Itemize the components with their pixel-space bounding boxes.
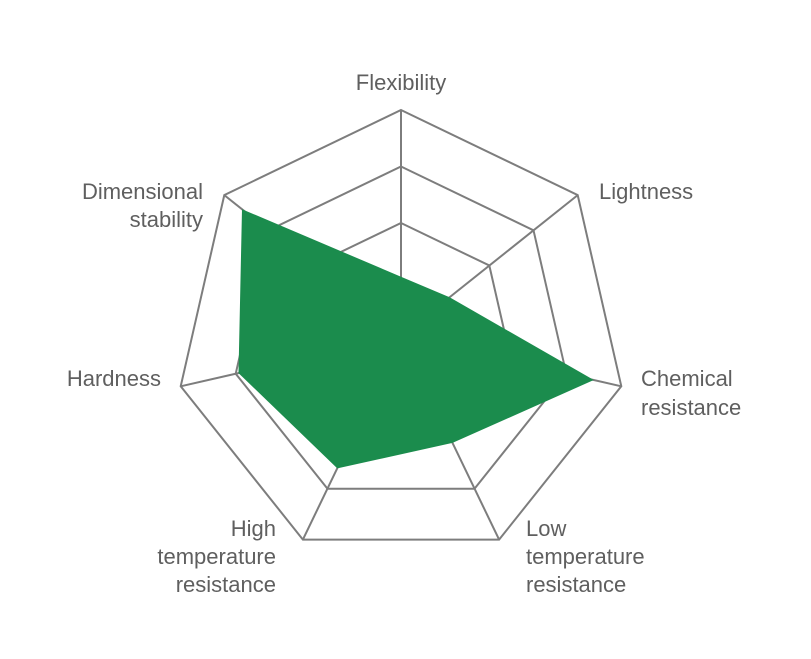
axis-label-line: resistance bbox=[176, 572, 276, 597]
axis-label-4: High temperature resistance bbox=[157, 516, 276, 597]
axis-label-2: Chemical resistance bbox=[641, 366, 741, 420]
axis-label-line: Lightness bbox=[599, 179, 693, 204]
radar-series bbox=[238, 209, 594, 469]
grid-ring-4 bbox=[179, 108, 623, 541]
axis-label-line: Chemical bbox=[641, 366, 733, 391]
axis-label-line: Hardness bbox=[67, 366, 161, 391]
series-area bbox=[238, 209, 594, 469]
axis-label-line: stability bbox=[130, 207, 203, 232]
axis-label-0: Flexibility bbox=[356, 70, 446, 95]
axis-label-5: Hardness bbox=[67, 366, 161, 391]
axis-label-line: resistance bbox=[526, 572, 626, 597]
axis-label-3: Low temperature resistance bbox=[526, 516, 645, 597]
axis-label-line: Low bbox=[526, 516, 566, 541]
axis-label-line: resistance bbox=[641, 395, 741, 420]
axis-label-line: temperature bbox=[526, 544, 645, 569]
axis-label-line: High bbox=[231, 516, 276, 541]
axis-label-line: temperature bbox=[157, 544, 276, 569]
axis-label-line: Dimensional bbox=[82, 179, 203, 204]
axis-label-line: Flexibility bbox=[356, 70, 446, 95]
axis-label-6: Dimensional stability bbox=[82, 179, 203, 232]
axis-label-1: Lightness bbox=[599, 179, 693, 204]
